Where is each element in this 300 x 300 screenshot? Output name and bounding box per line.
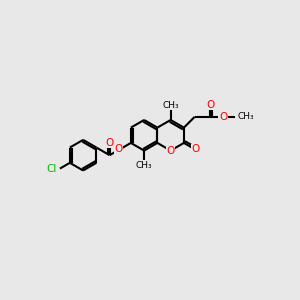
Text: Cl: Cl [46, 164, 57, 174]
Text: O: O [191, 144, 199, 154]
Text: O: O [115, 144, 123, 154]
Text: CH₃: CH₃ [238, 112, 254, 121]
Text: O: O [206, 100, 214, 110]
Text: O: O [167, 146, 175, 156]
Text: O: O [219, 112, 227, 122]
Text: CH₃: CH₃ [136, 160, 152, 169]
Text: O: O [106, 138, 114, 148]
Text: CH₃: CH₃ [162, 101, 179, 110]
